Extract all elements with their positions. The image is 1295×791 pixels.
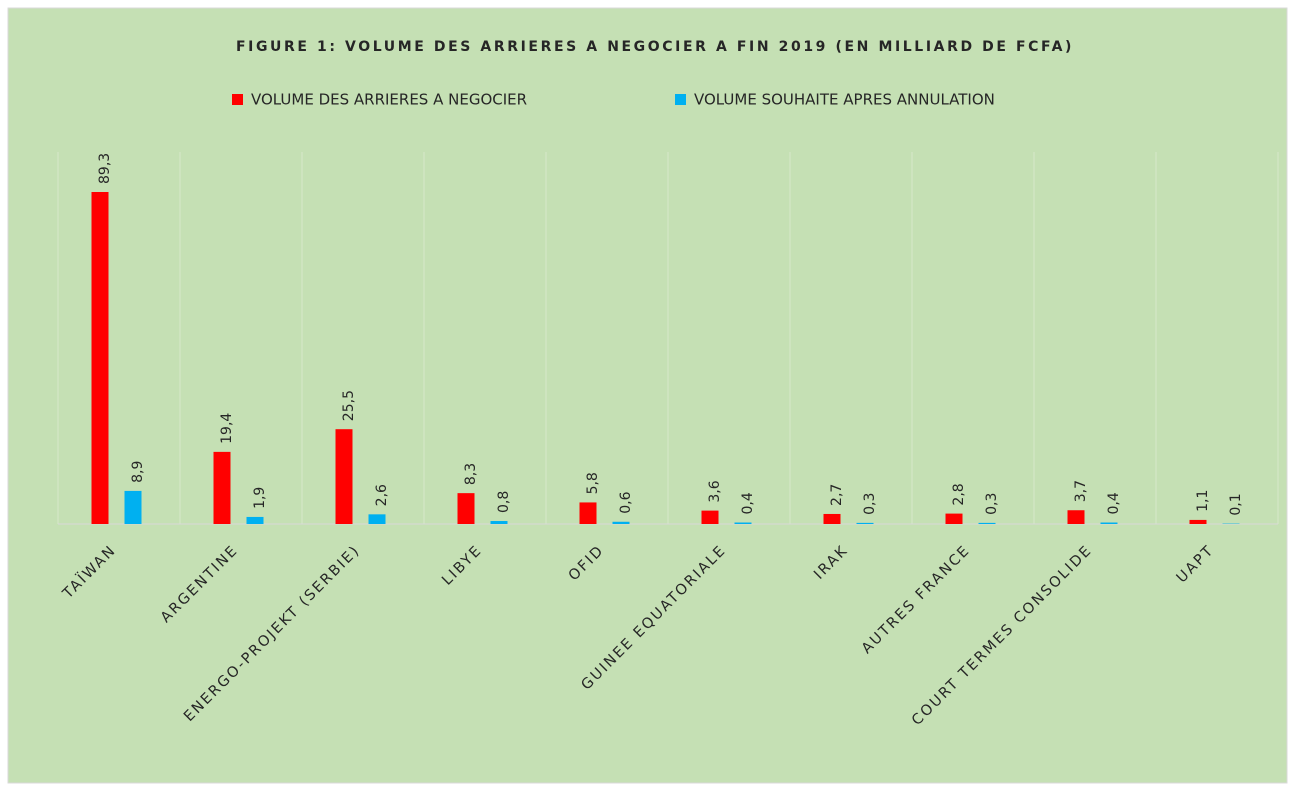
data-label: 0,8 xyxy=(496,491,512,513)
legend-label: VOLUME SOUHAITE APRES ANNULATION xyxy=(694,91,995,109)
bar xyxy=(124,490,142,524)
data-label: 0,6 xyxy=(618,491,634,513)
data-label: 25,5 xyxy=(341,390,357,421)
data-label: 1,1 xyxy=(1195,490,1211,512)
bar xyxy=(856,522,874,524)
bar xyxy=(579,502,597,524)
bar xyxy=(612,521,630,524)
bar xyxy=(1100,522,1118,524)
bar xyxy=(246,516,264,524)
data-label: 5,8 xyxy=(585,472,601,494)
bar xyxy=(335,429,353,524)
chart-title: FIGURE 1: VOLUME DES ARRIERES A NEGOCIER… xyxy=(236,39,1074,55)
bar xyxy=(368,514,386,524)
bar xyxy=(701,510,719,524)
data-label: 1,9 xyxy=(252,487,268,509)
data-label: 0,4 xyxy=(1106,492,1122,514)
bar xyxy=(945,513,963,524)
legend-swatch xyxy=(675,94,686,105)
bar xyxy=(734,522,752,524)
bar xyxy=(213,451,231,524)
data-label: 3,7 xyxy=(1073,480,1089,502)
data-label: 89,3 xyxy=(97,153,113,184)
data-label: 19,4 xyxy=(219,413,235,444)
bar xyxy=(91,192,109,524)
bar xyxy=(1067,510,1085,524)
data-label: 8,9 xyxy=(130,461,146,483)
data-label: 0,3 xyxy=(984,493,1000,515)
data-label: 2,6 xyxy=(374,484,390,506)
data-label: 3,6 xyxy=(707,480,723,502)
bar xyxy=(1189,519,1207,524)
data-label: 2,8 xyxy=(951,483,967,505)
bar xyxy=(490,521,508,524)
data-label: 8,3 xyxy=(463,463,479,485)
data-label: 0,1 xyxy=(1228,493,1244,515)
data-label: 0,4 xyxy=(740,492,756,514)
bar xyxy=(823,513,841,524)
bar xyxy=(457,493,475,524)
legend-swatch xyxy=(232,94,243,105)
data-label: 2,7 xyxy=(829,484,845,506)
bar xyxy=(978,522,996,524)
chart-background xyxy=(7,7,1288,784)
legend-label: VOLUME DES ARRIERES A NEGOCIER xyxy=(251,91,527,109)
data-label: 0,3 xyxy=(862,493,878,515)
